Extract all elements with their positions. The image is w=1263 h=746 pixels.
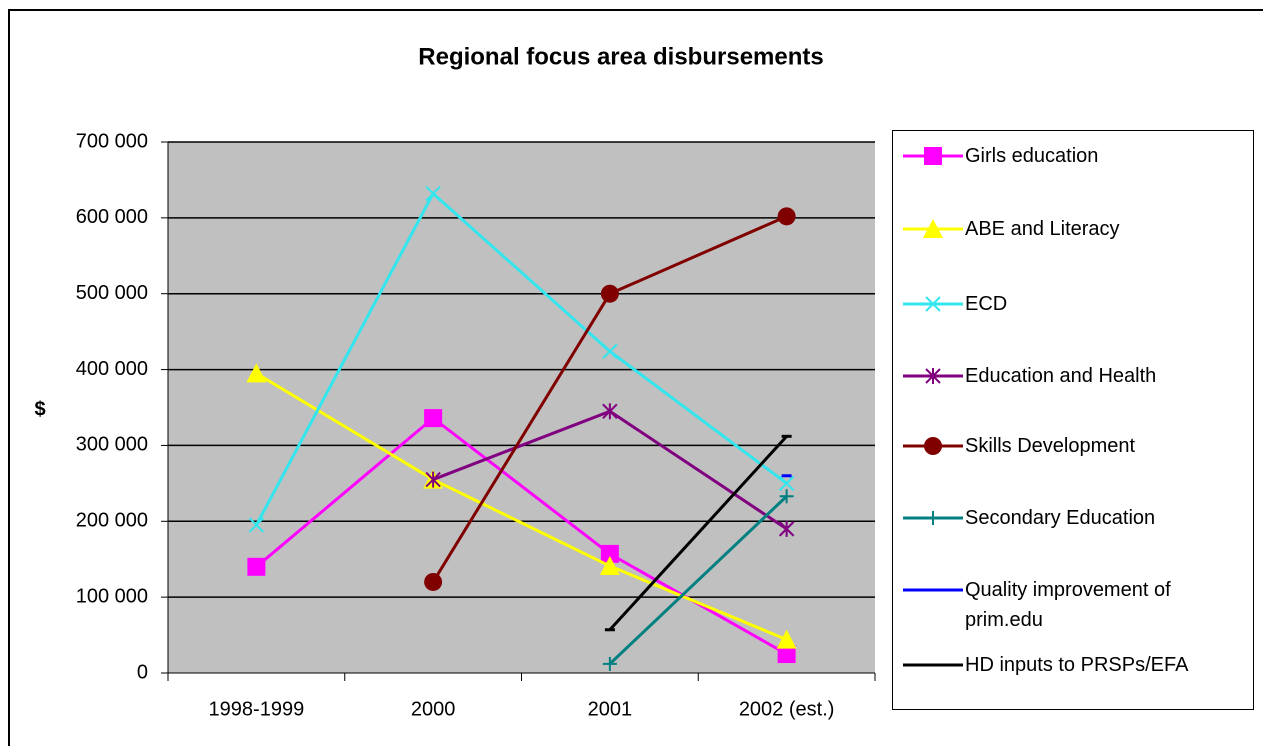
- marker: [247, 557, 266, 576]
- y-tick-label: 600 000: [76, 206, 148, 228]
- marker-stroke: [925, 296, 941, 312]
- marker-shape: [424, 572, 443, 591]
- marker: [425, 471, 441, 488]
- legend: Girls education ABE and Literacy ECD Educat…: [892, 130, 1254, 710]
- series-line: [608, 495, 788, 665]
- marker: [925, 296, 941, 312]
- marker: [424, 409, 443, 428]
- marker: [779, 489, 794, 504]
- legend-swatch: [903, 588, 963, 592]
- marker-stroke: [248, 517, 265, 533]
- marker-shape: [777, 645, 796, 664]
- marker: [924, 437, 942, 455]
- legend-label: Skills Development: [965, 435, 1136, 457]
- legend-item: HD inputs to PRSPs/EFA: [899, 650, 1250, 680]
- marker: [924, 147, 942, 165]
- legend-label: ABE and Literacy: [965, 218, 1120, 240]
- legend-label: ECD: [965, 293, 1008, 315]
- legend-swatch: [903, 663, 963, 667]
- marker-shape: [600, 284, 619, 303]
- x-tick-label: 2001: [588, 698, 633, 720]
- marker-shape: [924, 147, 942, 165]
- marker: [602, 343, 618, 360]
- marker: [777, 207, 796, 226]
- y-tick-label: 200 000: [76, 510, 148, 532]
- x-tick-label: 1998-1999: [209, 698, 305, 720]
- series-line: [255, 372, 788, 642]
- marker: [602, 403, 618, 420]
- marker: [602, 656, 617, 671]
- legend-label: Quality improvement of prim.edu: [965, 579, 1171, 631]
- legend-item: Secondary Education: [899, 503, 1250, 533]
- marker-shape: [424, 409, 443, 428]
- legend-swatch: [903, 296, 963, 312]
- marker-stroke: [602, 343, 618, 360]
- x-tick-label: 2000: [411, 698, 456, 720]
- marker: [777, 645, 796, 664]
- marker: [778, 520, 795, 537]
- marker: [776, 629, 797, 649]
- y-tick-label: 300 000: [76, 434, 148, 456]
- marker: [425, 185, 441, 202]
- marker-stroke: [425, 185, 441, 202]
- legend-swatch: [903, 368, 963, 384]
- marker-shape: [246, 363, 267, 383]
- marker: [925, 368, 941, 384]
- marker-shape: [247, 557, 266, 576]
- legend-item: Education and Health: [899, 361, 1250, 391]
- chart-title: Regional focus area disbursements: [418, 43, 823, 70]
- legend-label: Secondary Education: [965, 507, 1156, 529]
- legend-item: Quality improvement of prim.edu: [899, 575, 1250, 635]
- legend-item: Girls education: [899, 141, 1250, 171]
- marker-shape: [777, 207, 796, 226]
- legend-swatch: [903, 147, 963, 165]
- y-tick-label: 400 000: [76, 358, 148, 380]
- y-tick-label: 0: [137, 661, 148, 683]
- y-tick-label: 100 000: [76, 585, 148, 607]
- y-tick-label: 700 000: [76, 130, 148, 152]
- marker: [778, 475, 795, 492]
- marker: [600, 284, 619, 303]
- y-tick-label: 500 000: [76, 282, 148, 304]
- plot-area: [168, 142, 875, 673]
- marker: [926, 511, 940, 525]
- legend-swatch: [903, 511, 963, 525]
- marker-shape: [599, 556, 620, 576]
- marker-shape: [923, 219, 943, 238]
- legend-item: ECD: [899, 289, 1250, 319]
- marker-stroke: [778, 475, 795, 492]
- legend-swatch: [903, 437, 963, 455]
- marker: [424, 572, 443, 591]
- marker-shape: [924, 437, 942, 455]
- legend-label: HD inputs to PRSPs/EFA: [965, 654, 1189, 676]
- marker: [599, 556, 620, 576]
- marker: [246, 363, 267, 383]
- legend-label: Education and Health: [965, 365, 1157, 387]
- series-line: [255, 191, 788, 526]
- marker-shape: [776, 629, 797, 649]
- y-axis-label: $: [34, 398, 45, 420]
- marker-shape: [600, 544, 619, 563]
- x-tick-label: 2002 (est.): [739, 698, 835, 720]
- legend-swatch: [903, 219, 963, 238]
- marker: [600, 544, 619, 563]
- marker: [248, 517, 265, 533]
- marker: [923, 219, 943, 238]
- legend-item: ABE and Literacy: [899, 214, 1250, 244]
- legend-item: Skills Development: [899, 431, 1250, 461]
- series-line: [608, 435, 788, 631]
- legend-label: Girls education: [965, 145, 1099, 167]
